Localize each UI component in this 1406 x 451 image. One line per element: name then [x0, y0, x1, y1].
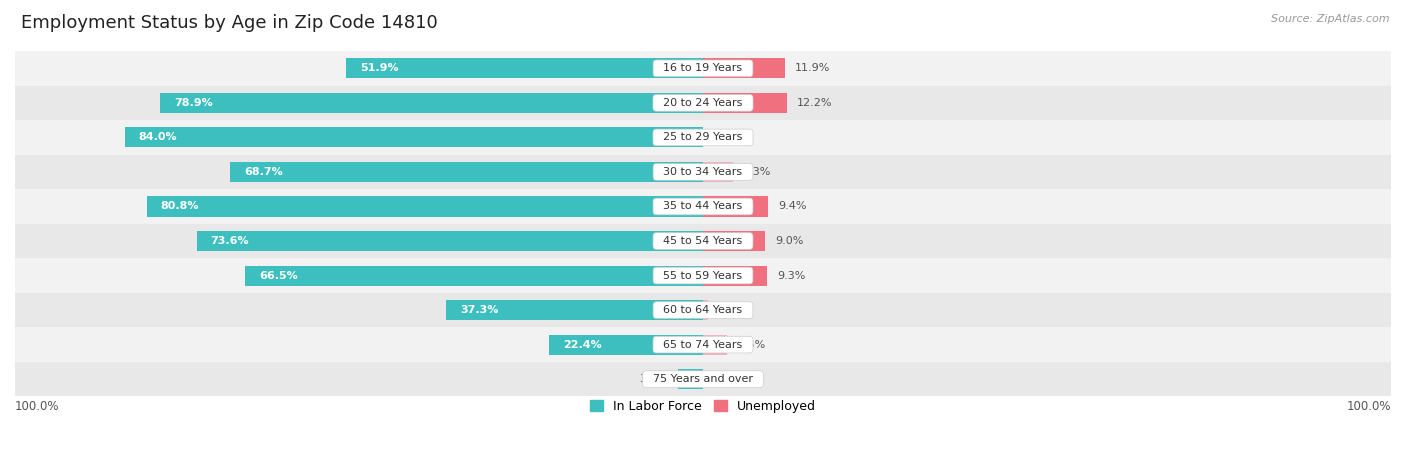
Text: 12.2%: 12.2% — [797, 98, 832, 108]
Bar — [548, 335, 703, 354]
Text: 100.0%: 100.0% — [1347, 400, 1391, 413]
Text: 30 to 34 Years: 30 to 34 Years — [657, 167, 749, 177]
Bar — [703, 93, 787, 113]
Text: 51.9%: 51.9% — [360, 63, 398, 74]
Bar — [231, 162, 703, 182]
Bar — [446, 300, 703, 320]
Bar — [703, 231, 765, 251]
Bar — [703, 300, 707, 320]
Text: 9.0%: 9.0% — [775, 236, 804, 246]
Text: Employment Status by Age in Zip Code 14810: Employment Status by Age in Zip Code 148… — [21, 14, 437, 32]
Text: 55 to 59 Years: 55 to 59 Years — [657, 271, 749, 281]
Bar — [703, 335, 727, 354]
Text: 66.5%: 66.5% — [259, 271, 298, 281]
Text: 3.5%: 3.5% — [737, 340, 766, 350]
Text: 4.3%: 4.3% — [742, 167, 772, 177]
Text: 65 to 74 Years: 65 to 74 Years — [657, 340, 749, 350]
Bar — [703, 197, 768, 216]
Text: 20 to 24 Years: 20 to 24 Years — [657, 98, 749, 108]
Text: 100.0%: 100.0% — [15, 400, 59, 413]
Text: 0.0%: 0.0% — [713, 374, 741, 384]
Text: 0.0%: 0.0% — [713, 133, 741, 143]
Bar — [246, 266, 703, 285]
Text: Source: ZipAtlas.com: Source: ZipAtlas.com — [1271, 14, 1389, 23]
Text: 80.8%: 80.8% — [160, 202, 200, 212]
Bar — [15, 362, 1391, 396]
Bar — [15, 155, 1391, 189]
Bar — [148, 197, 703, 216]
Text: 68.7%: 68.7% — [245, 167, 283, 177]
Legend: In Labor Force, Unemployed: In Labor Force, Unemployed — [585, 395, 821, 418]
Bar — [15, 327, 1391, 362]
Text: 9.3%: 9.3% — [778, 271, 806, 281]
Text: 0.7%: 0.7% — [718, 305, 747, 315]
Text: 78.9%: 78.9% — [174, 98, 212, 108]
Text: 75 Years and over: 75 Years and over — [645, 374, 761, 384]
Bar — [15, 293, 1391, 327]
Bar — [15, 258, 1391, 293]
Bar — [15, 120, 1391, 155]
Bar — [703, 266, 768, 285]
Text: 60 to 64 Years: 60 to 64 Years — [657, 305, 749, 315]
Bar — [15, 51, 1391, 86]
Text: 84.0%: 84.0% — [139, 133, 177, 143]
Bar — [346, 58, 703, 78]
Text: 11.9%: 11.9% — [796, 63, 831, 74]
Bar — [703, 58, 785, 78]
Bar — [15, 189, 1391, 224]
Text: 45 to 54 Years: 45 to 54 Years — [657, 236, 749, 246]
Bar — [15, 224, 1391, 258]
Text: 16 to 19 Years: 16 to 19 Years — [657, 63, 749, 74]
Text: 22.4%: 22.4% — [562, 340, 602, 350]
Text: 73.6%: 73.6% — [211, 236, 249, 246]
Bar — [160, 93, 703, 113]
Bar — [15, 86, 1391, 120]
Bar — [125, 127, 703, 147]
Text: 9.4%: 9.4% — [778, 202, 807, 212]
Bar — [703, 162, 733, 182]
Text: 3.6%: 3.6% — [640, 374, 668, 384]
Text: 25 to 29 Years: 25 to 29 Years — [657, 133, 749, 143]
Text: 37.3%: 37.3% — [460, 305, 499, 315]
Bar — [678, 369, 703, 389]
Bar — [197, 231, 703, 251]
Text: 35 to 44 Years: 35 to 44 Years — [657, 202, 749, 212]
